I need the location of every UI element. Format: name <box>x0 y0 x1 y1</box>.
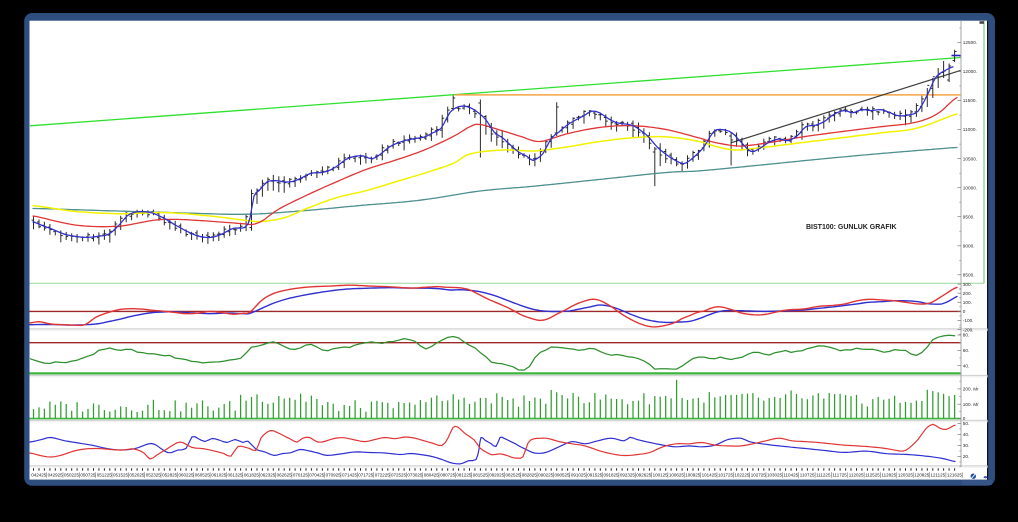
svg-text:100. Mr: 100. Mr <box>963 402 979 407</box>
svg-text:-200.: -200. <box>963 327 974 332</box>
svg-text:060225: 060225 <box>179 473 195 478</box>
svg-text:103025: 103025 <box>767 473 783 478</box>
svg-text:061325: 061325 <box>228 473 244 478</box>
svg-text:042925: 042925 <box>48 473 64 478</box>
svg-text:102725: 102725 <box>751 473 767 478</box>
svg-text:300.: 300. <box>963 282 972 287</box>
svg-text:101725: 101725 <box>718 473 734 478</box>
svg-text:20.: 20. <box>963 454 970 459</box>
svg-text:10500.: 10500. <box>963 156 977 161</box>
svg-text:50.: 50. <box>963 421 970 426</box>
svg-text:112025: 112025 <box>849 473 864 478</box>
svg-text:102225: 102225 <box>734 473 750 478</box>
svg-text:0: 0 <box>963 416 966 421</box>
svg-text:12000.: 12000. <box>963 69 977 74</box>
svg-text:080425: 080425 <box>424 473 440 478</box>
svg-text:100925: 100925 <box>685 473 701 478</box>
svg-text:11000.: 11000. <box>963 127 977 132</box>
svg-text:062625: 062625 <box>277 473 293 478</box>
svg-text:40.: 40. <box>963 363 970 368</box>
svg-text:121625: 121625 <box>947 473 963 478</box>
svg-text:072225: 072225 <box>375 473 391 478</box>
svg-text:121125: 121125 <box>931 473 946 478</box>
svg-text:9000.: 9000. <box>963 243 975 248</box>
svg-text:8500.: 8500. <box>963 273 975 278</box>
svg-text:092625: 092625 <box>636 473 652 478</box>
svg-text:050225: 050225 <box>64 473 80 478</box>
svg-text:091525: 091525 <box>587 473 603 478</box>
svg-text:080725: 080725 <box>440 473 456 478</box>
svg-text:082825: 082825 <box>522 473 538 478</box>
svg-text:101425: 101425 <box>702 473 718 478</box>
svg-text:050725: 050725 <box>80 473 96 478</box>
svg-text:100.: 100. <box>963 300 972 305</box>
svg-text:042425: 042425 <box>31 473 47 478</box>
svg-text:40.: 40. <box>963 432 970 437</box>
svg-text:112825: 112825 <box>882 473 897 478</box>
svg-text:9500.: 9500. <box>963 214 975 219</box>
svg-text:091025: 091025 <box>571 473 587 478</box>
svg-text:073025: 073025 <box>407 473 423 478</box>
svg-text:0: 0 <box>963 309 966 314</box>
svg-text:061825: 061825 <box>244 473 260 478</box>
svg-text:80.: 80. <box>963 333 970 338</box>
svg-text:090225: 090225 <box>538 473 554 478</box>
svg-text:062325: 062325 <box>260 473 276 478</box>
svg-text:051525: 051525 <box>113 473 129 478</box>
svg-text:120325: 120325 <box>898 473 914 478</box>
svg-text:071425: 071425 <box>342 473 358 478</box>
svg-text:070925: 070925 <box>326 473 342 478</box>
svg-text:200. Mr: 200. Mr <box>963 387 979 392</box>
svg-text:091825: 091825 <box>604 473 620 478</box>
svg-text:100125: 100125 <box>653 473 669 478</box>
svg-text:30.: 30. <box>963 443 970 448</box>
svg-text:052825: 052825 <box>162 473 178 478</box>
svg-text:100625: 100625 <box>669 473 685 478</box>
svg-text:10000.: 10000. <box>963 185 977 190</box>
svg-text:092325: 092325 <box>620 473 636 478</box>
svg-text:082025: 082025 <box>489 473 505 478</box>
svg-text:111225: 111225 <box>816 473 831 478</box>
svg-text:072525: 072525 <box>391 473 407 478</box>
svg-text:071725: 071725 <box>358 473 374 478</box>
svg-text:111725: 111725 <box>832 473 847 478</box>
svg-text:081525: 081525 <box>473 473 489 478</box>
svg-text:110725: 110725 <box>800 473 815 478</box>
svg-text:082525: 082525 <box>506 473 522 478</box>
svg-text:112525: 112525 <box>865 473 880 478</box>
svg-text:60.: 60. <box>963 348 970 353</box>
svg-text:070425: 070425 <box>309 473 325 478</box>
svg-text:052025: 052025 <box>129 473 145 478</box>
svg-text:110425: 110425 <box>783 473 798 478</box>
svg-text:060525: 060525 <box>195 473 211 478</box>
svg-text:051225: 051225 <box>97 473 113 478</box>
svg-text:BIST100: GUNLUK GRAFIK: BIST100: GUNLUK GRAFIK <box>806 224 897 231</box>
svg-text:090525: 090525 <box>555 473 571 478</box>
svg-text:070125: 070125 <box>293 473 309 478</box>
svg-text:120825: 120825 <box>914 473 930 478</box>
svg-text:061025: 061025 <box>211 473 227 478</box>
svg-text:200.: 200. <box>963 291 972 296</box>
svg-text:12500.: 12500. <box>963 40 977 45</box>
svg-text:-100.: -100. <box>963 318 974 323</box>
svg-text:11500.: 11500. <box>963 98 977 103</box>
svg-text:052325: 052325 <box>146 473 162 478</box>
svg-text:081225: 081225 <box>456 473 472 478</box>
